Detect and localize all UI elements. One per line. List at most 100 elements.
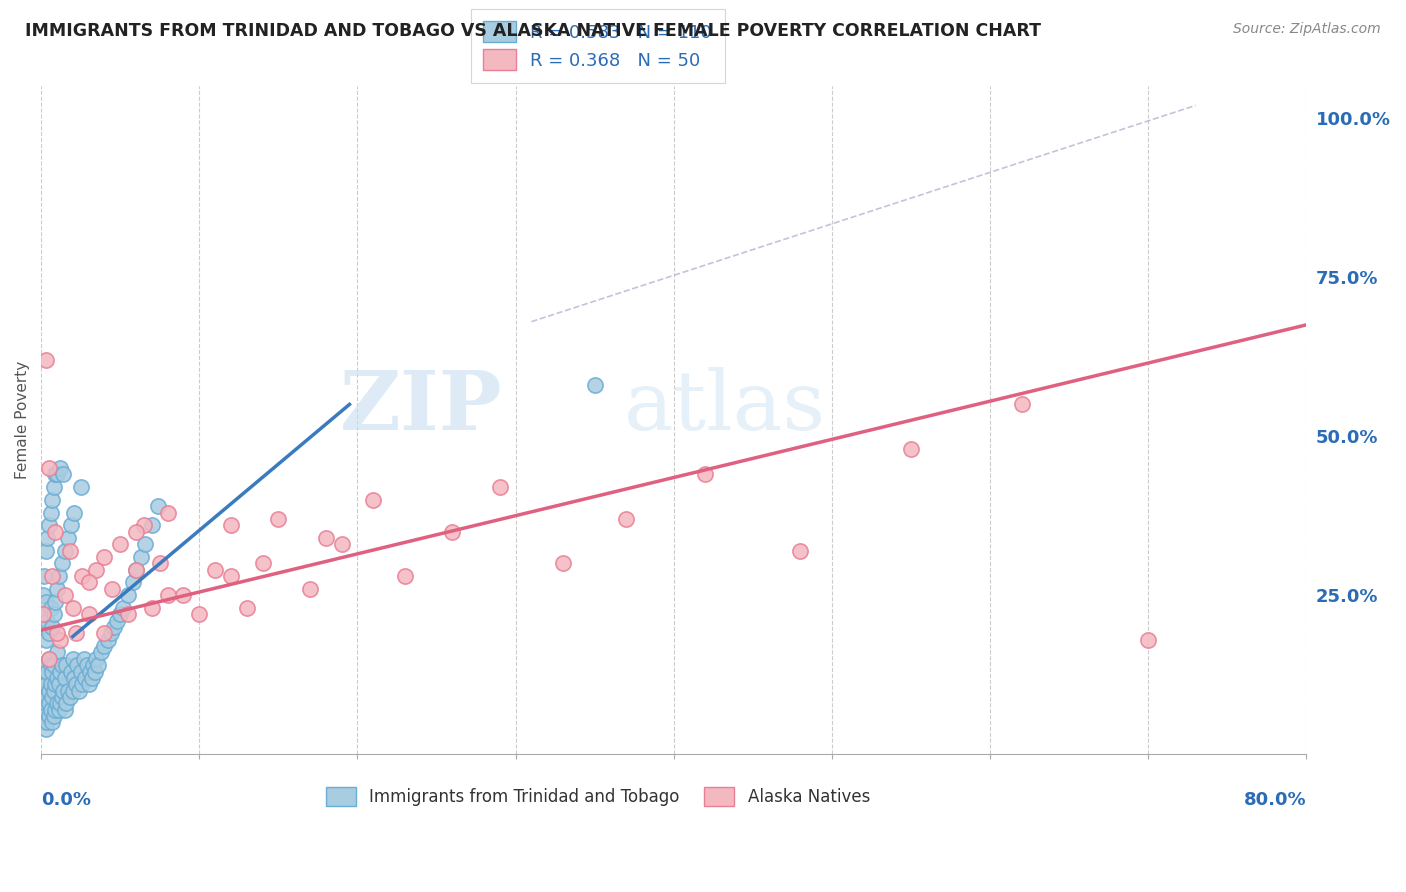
Point: [156, 588, 179, 602]
Text: Source: ZipAtlas.com: Source: ZipAtlas.com: [1233, 22, 1381, 37]
Point: [35, 683, 58, 698]
Legend: Immigrants from Trinidad and Tobago, Alaska Natives: Immigrants from Trinidad and Tobago, Ala…: [319, 780, 877, 813]
Point: [58, 690, 80, 704]
Point: [38, 518, 60, 533]
Point: [38, 652, 60, 666]
Point: [53, 671, 76, 685]
Point: [1011, 397, 1033, 411]
Point: [42, 607, 65, 622]
Point: [31, 671, 53, 685]
Point: [90, 645, 112, 659]
Point: [31, 588, 53, 602]
Point: [125, 524, 148, 539]
Point: [41, 665, 63, 679]
Point: [32, 709, 55, 723]
Point: [695, 467, 717, 482]
Point: [361, 492, 384, 507]
Point: [35, 677, 58, 691]
Point: [39, 601, 62, 615]
Point: [77, 677, 100, 691]
Point: [38, 709, 60, 723]
Point: [37, 690, 59, 704]
Text: IMMIGRANTS FROM TRINIDAD AND TOBAGO VS ALASKA NATIVE FEMALE POVERTY CORRELATION : IMMIGRANTS FROM TRINIDAD AND TOBAGO VS A…: [25, 22, 1042, 40]
Point: [42, 683, 65, 698]
Point: [49, 461, 72, 475]
Point: [315, 531, 337, 545]
Point: [42, 709, 65, 723]
Point: [35, 352, 58, 367]
Point: [103, 620, 125, 634]
Point: [65, 677, 87, 691]
Text: 80.0%: 80.0%: [1244, 791, 1306, 809]
Point: [105, 614, 128, 628]
Point: [83, 665, 105, 679]
Point: [65, 626, 87, 640]
Point: [38, 652, 60, 666]
Point: [121, 575, 143, 590]
Point: [235, 601, 257, 615]
Point: [45, 467, 67, 482]
Point: [1137, 632, 1160, 647]
Point: [86, 652, 108, 666]
Point: [38, 461, 60, 475]
Point: [900, 442, 922, 456]
Point: [44, 524, 66, 539]
Point: [51, 557, 73, 571]
Point: [80, 671, 103, 685]
Point: [394, 569, 416, 583]
Point: [56, 683, 79, 698]
Point: [45, 671, 67, 685]
Point: [32, 607, 55, 622]
Point: [70, 677, 93, 691]
Point: [69, 480, 91, 494]
Point: [44, 594, 66, 608]
Point: [48, 677, 70, 691]
Point: [41, 569, 63, 583]
Point: [35, 632, 58, 647]
Point: [77, 575, 100, 590]
Point: [219, 569, 242, 583]
Point: [86, 563, 108, 577]
Point: [108, 537, 131, 551]
Point: [49, 665, 72, 679]
Point: [38, 683, 60, 698]
Point: [42, 658, 65, 673]
Point: [125, 563, 148, 577]
Point: [49, 696, 72, 710]
Point: [32, 703, 55, 717]
Point: [32, 569, 55, 583]
Point: [62, 683, 84, 698]
Point: [31, 620, 53, 634]
Point: [51, 690, 73, 704]
Point: [117, 588, 139, 602]
Point: [125, 563, 148, 577]
Point: [60, 665, 83, 679]
Point: [52, 467, 75, 482]
Point: [37, 715, 59, 730]
Point: [93, 639, 115, 653]
Point: [48, 569, 70, 583]
Point: [204, 563, 226, 577]
Point: [56, 531, 79, 545]
Point: [75, 671, 97, 685]
Point: [67, 683, 90, 698]
Point: [55, 658, 77, 673]
Point: [31, 607, 53, 622]
Point: [51, 658, 73, 673]
Point: [101, 582, 124, 596]
Text: ZIP: ZIP: [340, 367, 503, 447]
Point: [39, 658, 62, 673]
Point: [141, 518, 163, 533]
Point: [134, 537, 156, 551]
Point: [45, 582, 67, 596]
Point: [45, 645, 67, 659]
Point: [45, 626, 67, 640]
Point: [112, 601, 135, 615]
Point: [298, 582, 321, 596]
Point: [63, 671, 86, 685]
Point: [35, 594, 58, 608]
Point: [48, 703, 70, 717]
Point: [44, 467, 66, 482]
Point: [79, 665, 101, 679]
Point: [156, 506, 179, 520]
